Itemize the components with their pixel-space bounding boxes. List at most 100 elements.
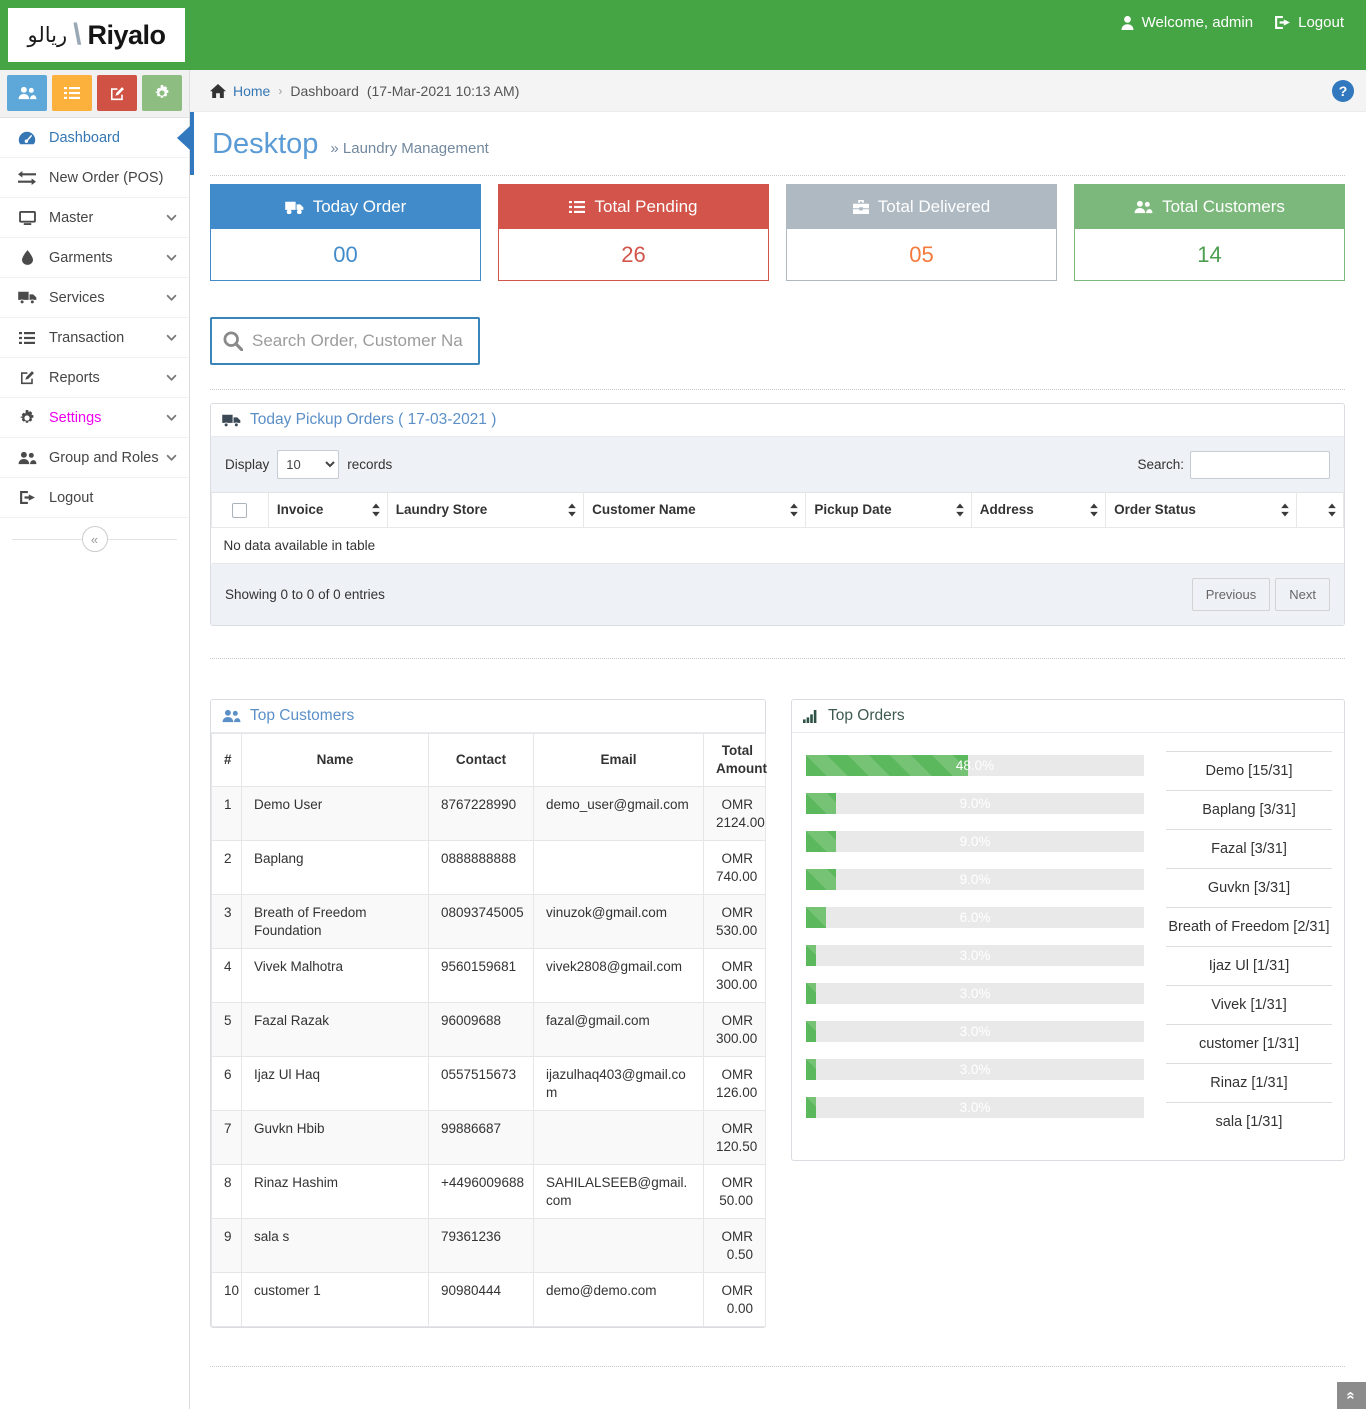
sidebar-item-garments[interactable]: Garments bbox=[0, 238, 189, 278]
shortcut-list-button[interactable] bbox=[52, 75, 92, 111]
search-input[interactable] bbox=[252, 331, 467, 351]
column-header-actions[interactable] bbox=[1296, 492, 1344, 528]
welcome-user[interactable]: Welcome, admin bbox=[1121, 14, 1253, 31]
progress-bar: 3.0% bbox=[806, 1020, 1144, 1042]
datatable-toolbar: Display 10 records Search: bbox=[211, 437, 1344, 492]
column-header-pickup-date[interactable]: Pickup Date bbox=[805, 492, 972, 528]
main-content: Home › Dashboard (17-Mar-2021 10:13 AM) … bbox=[190, 70, 1366, 1409]
breadcrumb: Home › Dashboard (17-Mar-2021 10:13 AM) … bbox=[190, 70, 1366, 112]
legend-item: Guvkn [3/31] bbox=[1166, 867, 1332, 907]
no-data-message: No data available in table bbox=[211, 527, 1344, 564]
customer-amount: OMR 0.50 bbox=[703, 1217, 766, 1273]
column-header-laundry-store[interactable]: Laundry Store bbox=[386, 492, 585, 528]
dashboard-icon bbox=[16, 131, 38, 145]
progress-bar: 9.0% bbox=[806, 868, 1144, 890]
top-header-bar: ريالو \ Riyalo Welcome, admin Logout bbox=[0, 0, 1366, 70]
pickup-orders-title-bar: Today Pickup Orders ( 17-03-2021 ) bbox=[211, 404, 1344, 437]
customer-contact: 0888888888 bbox=[428, 839, 534, 895]
divider bbox=[210, 175, 1345, 176]
customer-name: Demo User bbox=[241, 785, 429, 841]
customer-contact: 96009688 bbox=[428, 1001, 534, 1057]
customer-name: Ijaz Ul Haq bbox=[241, 1055, 429, 1111]
previous-button[interactable]: Previous bbox=[1191, 577, 1271, 611]
signout-icon bbox=[16, 491, 38, 504]
search-icon bbox=[223, 331, 243, 351]
progress-bar-value: 3.0% bbox=[959, 1023, 991, 1039]
customers-column-total-amount: Total Amount bbox=[703, 732, 767, 787]
legend-item: Fazal [3/31] bbox=[1166, 828, 1332, 868]
logout-link[interactable]: Logout bbox=[1275, 14, 1344, 31]
progress-bar-fill bbox=[806, 754, 969, 776]
customer-amount: OMR 740.00 bbox=[703, 839, 766, 895]
customer-rank: 7 bbox=[211, 1109, 242, 1165]
records-label: records bbox=[347, 457, 393, 472]
next-button[interactable]: Next bbox=[1275, 577, 1330, 611]
customer-rank: 5 bbox=[211, 1001, 242, 1057]
display-records-select[interactable]: 10 bbox=[277, 450, 340, 479]
order-search-box bbox=[210, 317, 480, 365]
sidebar-item-services[interactable]: Services bbox=[0, 278, 189, 318]
help-button[interactable]: ? bbox=[1332, 80, 1354, 102]
sort-icon bbox=[568, 503, 576, 517]
customer-row: 5 Fazal Razak 96009688 fazal@gmail.com OMR 3… bbox=[211, 1001, 766, 1057]
customer-email: vivek2808@gmail.com bbox=[533, 947, 704, 1003]
logo-text: Riyalo bbox=[87, 19, 166, 50]
empty-row: No data available in table bbox=[211, 527, 1344, 564]
column-header-order-status[interactable]: Order Status bbox=[1105, 492, 1298, 528]
app-logo[interactable]: ريالو \ Riyalo bbox=[8, 8, 185, 62]
page-title-row: Desktop » Laundry Management bbox=[190, 112, 1366, 175]
customer-name: sala s bbox=[241, 1217, 429, 1273]
top-customers-body: 1 Demo User 8767228990 demo_user@gmail.com O… bbox=[211, 785, 766, 1327]
shortcut-users-button[interactable] bbox=[7, 75, 47, 111]
select-all-checkbox[interactable] bbox=[232, 502, 248, 518]
divider bbox=[210, 657, 1345, 659]
progress-bar-fill bbox=[806, 906, 827, 928]
logo-slash-mark: \ bbox=[73, 18, 82, 51]
progress-bar: 48.0% bbox=[806, 754, 1144, 776]
column-header-invoice[interactable]: Invoice bbox=[267, 492, 388, 528]
users-icon bbox=[1134, 200, 1153, 214]
progress-bar-value: 3.0% bbox=[959, 947, 991, 963]
top-customers-panel: Top Customers # Name Contact Email Total Amo… bbox=[210, 698, 767, 1328]
sidebar-item-new-order-pos[interactable]: New Order (POS) bbox=[0, 158, 189, 198]
progress-bar: 6.0% bbox=[806, 906, 1144, 928]
progress-bar-fill bbox=[806, 1020, 817, 1042]
breadcrumb-home-link[interactable]: Home bbox=[210, 83, 270, 99]
customer-email: demo_user@gmail.com bbox=[533, 785, 704, 841]
sidebar-item-dashboard[interactable]: Dashboard bbox=[0, 118, 190, 158]
truck-icon bbox=[284, 201, 304, 214]
customer-email bbox=[533, 1109, 704, 1165]
sidebar-item-settings[interactable]: Settings bbox=[0, 398, 189, 438]
signout-icon bbox=[1275, 16, 1291, 29]
column-header-customer-name[interactable]: Customer Name bbox=[583, 492, 807, 528]
table-search-input[interactable] bbox=[1190, 450, 1330, 479]
sidebar-item-label: Group and Roles bbox=[49, 449, 159, 466]
sort-icon bbox=[371, 503, 380, 517]
pickup-orders-table: Invoice Laundry Store Customer Name Pickup … bbox=[211, 492, 1344, 564]
progress-bar-fill bbox=[806, 1058, 817, 1080]
chevron-down-icon bbox=[166, 414, 177, 421]
welcome-label: Welcome, admin bbox=[1141, 14, 1254, 31]
customer-contact: +4496009688 bbox=[428, 1163, 534, 1219]
legend-item: sala [1/31] bbox=[1166, 1101, 1332, 1141]
sidebar-collapse-button[interactable]: « bbox=[81, 526, 108, 552]
sidebar-item-logout[interactable]: Logout bbox=[0, 478, 189, 518]
customer-contact: 79361236 bbox=[428, 1217, 534, 1273]
customer-row: 10 customer 1 90980444 demo@demo.com OMR 0.0… bbox=[211, 1271, 766, 1327]
progress-bar: 3.0% bbox=[806, 982, 1144, 1004]
chevron-down-icon bbox=[166, 294, 177, 301]
customer-contact: 08093745005 bbox=[428, 893, 534, 949]
customer-row: 7 Guvkn Hbib 99886687 OMR 120.50 bbox=[211, 1109, 766, 1165]
sidebar-item-label: Garments bbox=[49, 249, 113, 266]
sidebar-item-transaction[interactable]: Transaction bbox=[0, 318, 189, 358]
shortcut-gear-button[interactable] bbox=[142, 75, 182, 111]
sidebar-item-reports[interactable]: Reports bbox=[0, 358, 189, 398]
scroll-to-top-button[interactable]: « bbox=[1337, 1382, 1366, 1409]
sidebar-item-group-and-roles[interactable]: Group and Roles bbox=[0, 438, 189, 478]
customer-amount: OMR 50.00 bbox=[703, 1163, 766, 1219]
stat-card-header: Total Delivered bbox=[787, 185, 1056, 229]
customer-rank: 4 bbox=[211, 947, 242, 1003]
sidebar-item-master[interactable]: Master bbox=[0, 198, 189, 238]
column-header-address[interactable]: Address bbox=[970, 492, 1107, 528]
shortcut-edit-button[interactable] bbox=[97, 75, 137, 111]
